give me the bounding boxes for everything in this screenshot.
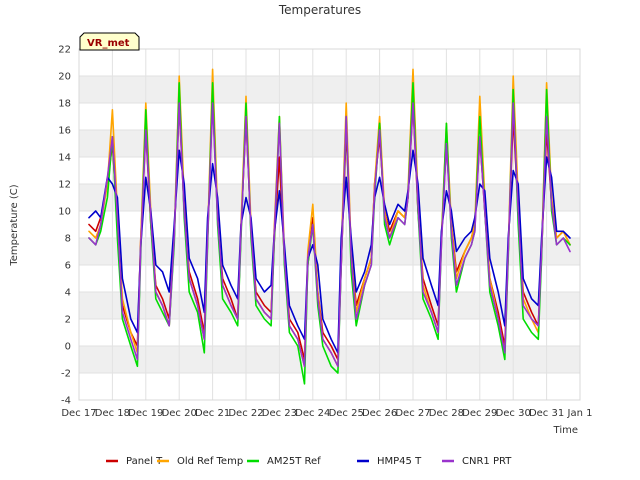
station-badge-box — [79, 32, 140, 51]
y-tick-label: 0 — [65, 342, 71, 353]
station-badge-text: VR_met — [87, 38, 130, 49]
y-tick-label: 22 — [58, 45, 71, 56]
y-tick-label: 6 — [65, 261, 71, 272]
legend-label-old-ref-temp: Old Ref Temp — [177, 456, 243, 467]
legend: Panel T Old Ref Temp AM25T Ref HMP45 T CNR1 … — [106, 456, 512, 467]
x-tick-label: Dec 18 — [95, 408, 130, 419]
series-line-cnr1-prt — [88, 102, 571, 368]
x-tick-label: Dec 19 — [128, 408, 163, 419]
y-tick-label: 8 — [65, 234, 71, 245]
x-tick-label: Dec 29 — [462, 408, 497, 419]
x-tick-label: Dec 24 — [295, 408, 330, 419]
grid-band — [79, 184, 580, 211]
x-tick-label: Dec 31 — [529, 408, 564, 419]
y-axis-title: Temperature (C) — [9, 184, 20, 266]
grid-band — [79, 130, 580, 157]
y-tick-label: 10 — [58, 207, 71, 218]
x-tick-label: Dec 20 — [162, 408, 197, 419]
chart-title: Temperatures — [278, 3, 361, 17]
x-tick-label: Dec 30 — [496, 408, 531, 419]
grid-band — [79, 238, 580, 265]
legend-label-panel-t: Panel T — [126, 456, 163, 467]
y-axis-ticks: -4 -2 0 2 4 6 8 10 12 14 16 18 20 22 — [58, 45, 71, 407]
x-axis-title: Time — [553, 425, 578, 436]
series-line-hmp45-t — [88, 149, 571, 354]
series-line-am25t-ref — [88, 82, 571, 385]
x-tick-label: Dec 27 — [395, 408, 430, 419]
y-tick-label: 18 — [58, 99, 71, 110]
x-tick-label: Dec 26 — [362, 408, 397, 419]
y-tick-label: -2 — [61, 369, 71, 380]
legend-label-hmp45-t: HMP45 T — [377, 456, 422, 467]
legend-label-cnr1-prt: CNR1 PRT — [462, 456, 512, 467]
y-tick-label: 16 — [58, 126, 71, 137]
y-tick-label: 14 — [58, 153, 71, 164]
x-tick-label: Dec 22 — [228, 408, 263, 419]
x-tick-label: Dec 28 — [429, 408, 464, 419]
y-tick-label: 20 — [58, 72, 71, 83]
x-tick-label: Jan 1 — [567, 408, 593, 419]
x-tick-label: Dec 17 — [61, 408, 96, 419]
series-layer — [88, 68, 571, 385]
grid-bands — [79, 76, 580, 373]
x-tick-label: Dec 25 — [329, 408, 364, 419]
y-tick-label: 2 — [65, 315, 71, 326]
legend-label-am25t-ref: AM25T Ref — [267, 456, 321, 467]
x-tick-label: Dec 23 — [262, 408, 297, 419]
y-tick-label: 4 — [65, 288, 71, 299]
station-badge: VR_met — [79, 32, 140, 51]
y-tick-label: -4 — [61, 396, 71, 407]
grid-band — [79, 76, 580, 103]
x-tick-label: Dec 21 — [195, 408, 230, 419]
plot-area-frame — [78, 48, 581, 401]
y-tick-label: 12 — [58, 180, 71, 191]
